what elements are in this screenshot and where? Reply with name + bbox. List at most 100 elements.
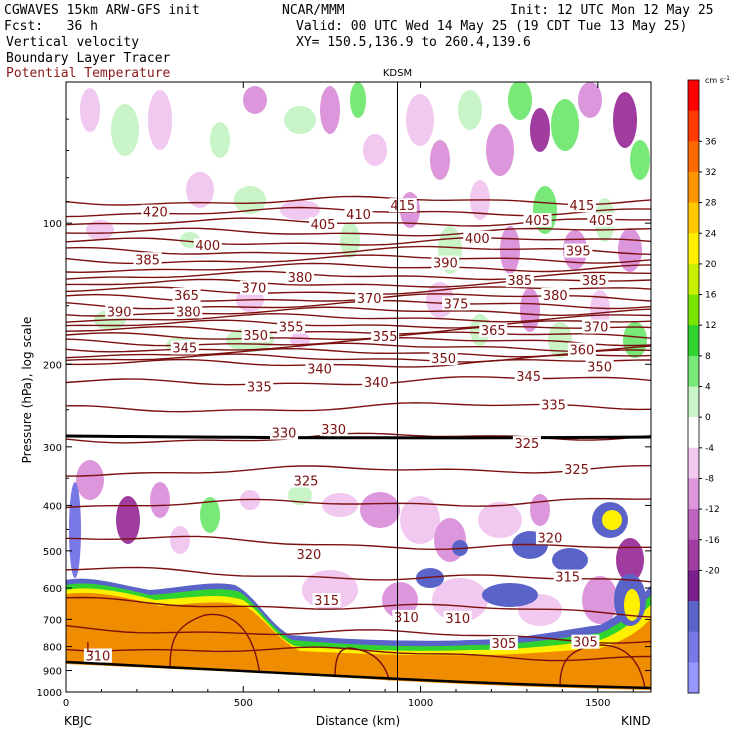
header-org: NCAR/MMM	[282, 3, 345, 18]
theta-label-bg	[562, 461, 591, 476]
theta-label-bg	[429, 351, 458, 366]
theta-contour	[66, 195, 651, 206]
x-tick-label: 1000	[408, 698, 433, 709]
header-field-vertical-velocity: Vertical velocity	[6, 35, 140, 50]
theta-contour	[334, 647, 391, 684]
x-tick-label: 1500	[585, 698, 610, 709]
colorbar-swatch	[688, 141, 699, 173]
theta-label-bg	[535, 530, 564, 545]
theta-label: 385	[135, 253, 160, 268]
theta-label: 375	[444, 297, 469, 312]
colorbar-tick-label: -12	[705, 505, 720, 515]
x-tick-label: 500	[234, 698, 253, 709]
theta-label: 345	[172, 341, 197, 356]
x-tick-label: 0	[63, 698, 69, 709]
theta-label-bg	[270, 425, 299, 440]
theta-label-bg	[564, 243, 593, 258]
theta-label: 385	[507, 274, 532, 289]
theta-label: 325	[564, 463, 589, 478]
colorbar-swatch	[688, 263, 699, 296]
theta-contour	[66, 236, 651, 246]
theta-label: 370	[584, 321, 609, 336]
y-tick-label: 400	[43, 501, 62, 512]
theta-label-bg	[489, 636, 518, 651]
x-axis-ticks: 0 500 1000 1500	[63, 82, 634, 709]
header-field-boundary-layer: Boundary Layer Tracer	[6, 51, 171, 66]
start-station-label: KBJC	[64, 714, 92, 728]
theta-label-bg	[245, 379, 274, 394]
theta-contour	[66, 331, 651, 341]
theta-label: 400	[195, 239, 220, 254]
y-axis-ticks: 100 200 300 400 500 600 700 800 900 1000	[37, 81, 651, 699]
low-pressure-label: L	[86, 641, 94, 656]
theta-label-bg	[141, 204, 170, 219]
theta-label-bg	[371, 329, 400, 344]
theta-label-bg	[431, 255, 460, 270]
theta-label: 350	[243, 329, 268, 344]
theta-contour	[66, 336, 651, 347]
theta-label: 420	[143, 206, 168, 221]
theta-label: 415	[569, 199, 594, 214]
colorbar-tick-label: 28	[705, 199, 717, 209]
colorbar-tick-label: 20	[705, 260, 717, 270]
theta-contour	[66, 254, 651, 265]
theta-label-bg	[170, 340, 199, 355]
colorbar-swatch	[688, 110, 699, 142]
colorbar-tick-label: 8	[705, 352, 711, 362]
colorbar-swatch	[688, 509, 699, 541]
theta-label: 410	[346, 208, 371, 223]
theta-label: 350	[431, 352, 456, 367]
theta-label-bg	[541, 287, 570, 302]
theta-contour	[66, 227, 651, 237]
theta-contour	[66, 325, 651, 335]
theta-contour	[66, 497, 651, 509]
colorbar-swatch	[688, 80, 699, 112]
theta-label: 385	[582, 274, 607, 289]
colorbar-swatch	[688, 662, 699, 694]
colorbar-swatch	[688, 294, 699, 326]
theta-contour	[66, 319, 651, 329]
colorbar-swatch	[688, 417, 699, 449]
theta-label: 345	[516, 370, 541, 385]
x-axis-label: Distance (km)	[316, 714, 400, 728]
theta-label-bg	[309, 217, 338, 232]
theta-label-bg	[567, 342, 596, 357]
y-tick-label: 300	[43, 443, 62, 454]
theta-contour	[66, 312, 651, 323]
theta-label-bg	[241, 327, 270, 342]
theta-label: 370	[241, 282, 266, 297]
theta-label: 380	[288, 271, 313, 286]
colorbar-swatch	[688, 325, 699, 357]
theta-contour	[66, 376, 651, 386]
colorbar-tick-label: 24	[705, 229, 717, 239]
colorbar-swatch	[688, 386, 699, 418]
theta-contour	[66, 353, 651, 363]
theta-contour	[66, 342, 651, 353]
kdsm-station-label: KDSM	[383, 68, 412, 79]
theta-label: 305	[573, 636, 598, 651]
theta-label: 340	[364, 376, 389, 391]
theta-label-bg	[362, 374, 391, 389]
header-init: Init: 12 UTC Mon 12 May 25	[510, 3, 714, 18]
theta-contour	[66, 535, 651, 551]
theta-label-bg	[514, 369, 543, 384]
theta-label-bg	[319, 421, 348, 436]
tropopause-line	[66, 434, 651, 440]
theta-label-bg	[505, 273, 534, 288]
y-tick-label: 100	[43, 219, 62, 230]
colorbar-swatch	[688, 601, 699, 633]
colorbar-tick-label: 36	[705, 137, 717, 147]
y-tick-label: 200	[43, 360, 62, 371]
theta-contour	[66, 624, 651, 644]
theta-label: 370	[357, 292, 382, 307]
theta-label-bg	[305, 361, 334, 376]
theta-contour	[66, 217, 651, 227]
theta-label: 320	[538, 531, 563, 546]
theta-contour	[66, 270, 651, 281]
theta-label-bg	[292, 473, 321, 488]
y-tick-label: 900	[43, 667, 62, 678]
theta-label: 310	[394, 611, 419, 626]
colorbar-swatch	[688, 570, 699, 602]
